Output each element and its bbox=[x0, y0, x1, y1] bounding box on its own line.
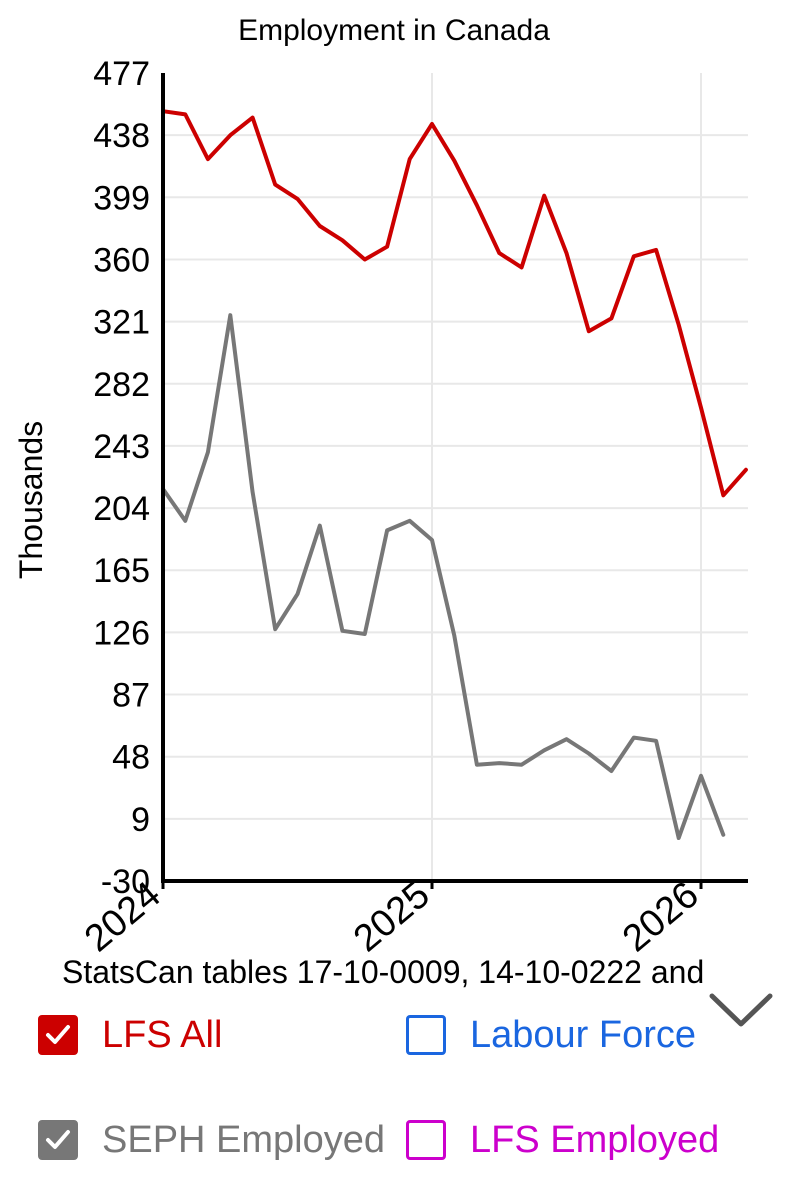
y-tick-label: 126 bbox=[93, 614, 150, 652]
legend-item-seph-employed[interactable]: SEPH Employed bbox=[38, 1110, 385, 1170]
x-tick-labels: 2024 2025 2026 bbox=[77, 874, 707, 961]
checkbox-seph-employed[interactable] bbox=[38, 1120, 78, 1160]
series-line-seph-employed bbox=[161, 313, 726, 840]
y-axis-label: Thousands bbox=[13, 421, 49, 579]
y-tick-label: 438 bbox=[93, 117, 150, 155]
chevron-down-icon[interactable] bbox=[708, 988, 774, 1034]
y-tick-label: 243 bbox=[93, 428, 150, 466]
legend-item-lfs-all[interactable]: LFS All bbox=[38, 1005, 222, 1065]
y-tick-label: 360 bbox=[93, 241, 150, 279]
y-tick-label: 9 bbox=[131, 801, 150, 839]
y-tick-labels: 477 438 399 360 321 282 243 204 165 126 87 48 9 -30 bbox=[93, 55, 150, 901]
chart-title: Employment in Canada bbox=[238, 14, 550, 47]
x-tick-label: 2026 bbox=[615, 874, 707, 961]
grid-lines bbox=[163, 73, 748, 881]
y-tick-label: 282 bbox=[93, 366, 150, 404]
legend-item-labour-force[interactable]: Labour Force bbox=[406, 1005, 696, 1065]
y-tick-label: 321 bbox=[93, 304, 150, 342]
y-tick-label: 399 bbox=[93, 179, 150, 217]
legend-label-lfs-employed: LFS Employed bbox=[470, 1118, 720, 1161]
check-icon bbox=[46, 1025, 70, 1044]
y-tick-label: -30 bbox=[101, 863, 150, 901]
legend-label-lfs-all: LFS All bbox=[102, 1013, 223, 1056]
source-note: StatsCan tables 17-10-0009, 14-10-0222 a… bbox=[62, 954, 705, 990]
checkbox-lfs-employed[interactable] bbox=[406, 1120, 446, 1160]
series-lines bbox=[161, 109, 748, 840]
y-tick-label: 477 bbox=[93, 55, 150, 93]
series-line-lfs-all bbox=[161, 109, 748, 498]
checkbox-labour-force[interactable] bbox=[406, 1015, 446, 1055]
legend-label-labour-force: Labour Force bbox=[470, 1013, 697, 1056]
y-tick-label: 165 bbox=[93, 552, 150, 590]
line-chart: 477 438 399 360 321 282 243 204 165 126 87 48 9 -30 2… bbox=[13, 14, 748, 961]
y-tick-label: 87 bbox=[112, 677, 150, 715]
legend-label-seph-employed: SEPH Employed bbox=[102, 1118, 386, 1161]
check-icon bbox=[46, 1130, 70, 1149]
checkbox-lfs-all[interactable] bbox=[38, 1015, 78, 1055]
y-tick-label: 48 bbox=[112, 739, 150, 777]
y-tick-label: 204 bbox=[93, 490, 150, 528]
legend-item-lfs-employed[interactable]: LFS Employed bbox=[406, 1110, 719, 1170]
x-tick-label: 2025 bbox=[346, 874, 438, 961]
